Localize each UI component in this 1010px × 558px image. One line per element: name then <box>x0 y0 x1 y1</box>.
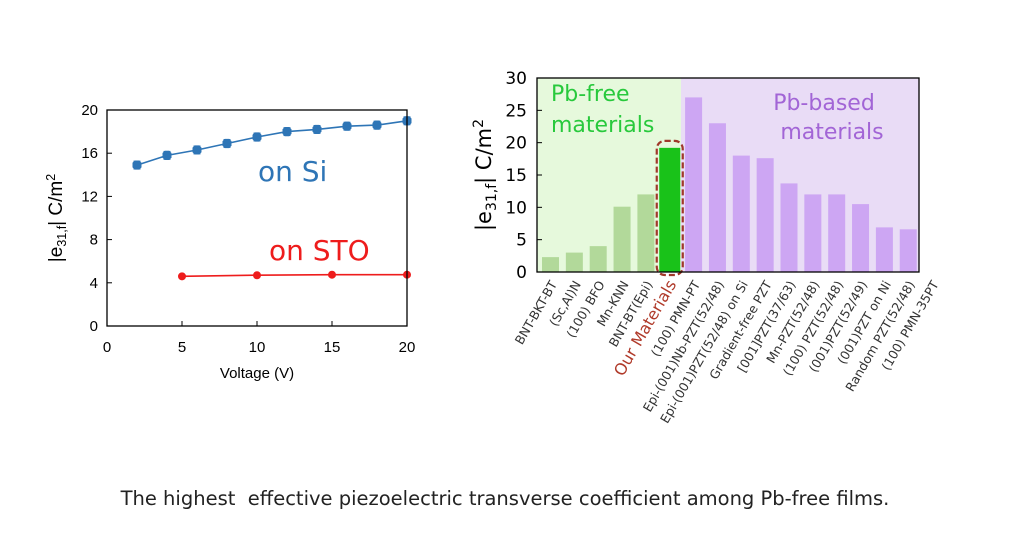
pb-based-region-label-line-1: Pb-based <box>773 91 875 116</box>
data-point-on-sto <box>328 270 336 279</box>
series-line-on-sto <box>181 273 407 278</box>
x-tick-label: 5 <box>178 339 186 356</box>
plot-frame <box>106 109 408 327</box>
figure-caption: The highest effective piezoelectric tran… <box>120 487 890 510</box>
line-chart: 0 5 10 15 20 0 4 8 12 16 20 Voltage (V) |e31,f| C/… <box>44 102 415 382</box>
bar <box>804 194 822 272</box>
y-tick-label: 12 <box>81 188 98 205</box>
x-tick-label: 15 <box>324 339 341 356</box>
y-tick-label: 0 <box>516 263 527 283</box>
bar-chart-axes: 0 5 10 15 20 25 30 <box>505 69 542 283</box>
y-tick-label: 25 <box>505 101 527 121</box>
data-point-on-si <box>282 127 292 137</box>
bar <box>589 246 607 272</box>
data-point-on-si <box>162 150 172 160</box>
line-chart-axes: 0 5 10 15 20 0 4 8 12 16 20 <box>81 102 415 356</box>
pb-free-region-label-line-1: Pb-free <box>551 82 630 107</box>
y-tick-label: 4 <box>90 275 98 292</box>
bar <box>780 183 798 272</box>
category-labels: BNT-BKT-BT(Sc,Al)N(100) BFOMn-KNNBNT-BT(… <box>512 277 942 426</box>
data-point-on-si <box>132 160 142 170</box>
bar <box>756 158 774 272</box>
data-point-on-sto <box>253 271 261 280</box>
y-tick-label: 5 <box>516 231 527 251</box>
series-line-on-si <box>136 120 408 166</box>
y-tick-label: 20 <box>81 102 98 119</box>
bar <box>875 227 893 272</box>
bar-highlight <box>659 147 681 272</box>
y-tick-label: 8 <box>90 232 98 249</box>
y-axis-label: |e31,f| C/m2 <box>44 174 69 262</box>
pb-free-region-label-line-2: materials <box>551 113 654 138</box>
bar <box>732 155 750 272</box>
bar <box>542 257 559 272</box>
bar <box>637 194 655 272</box>
bar <box>685 97 703 273</box>
data-point-on-sto <box>178 272 186 281</box>
series-label-on-si: on Si <box>258 155 327 188</box>
y-tick-label: 30 <box>505 69 527 89</box>
y-tick-label: 0 <box>90 318 98 335</box>
bar <box>565 252 583 272</box>
data-point-on-si <box>342 121 352 131</box>
bar <box>613 206 631 272</box>
data-point-on-si <box>252 132 262 142</box>
y-axis-label: |e31,f| C/m2 <box>471 119 500 231</box>
bar <box>828 194 846 272</box>
bar <box>708 123 726 273</box>
highlight-outline <box>655 139 684 277</box>
bar <box>899 229 917 272</box>
line-chart-marks <box>132 116 412 281</box>
bar-chart-bars <box>542 97 917 277</box>
y-tick-label: 15 <box>505 166 527 186</box>
figure: 0 5 10 15 20 0 4 8 12 16 20 Voltage (V) |e31,f| C/… <box>44 69 942 426</box>
series-label-on-sto: on STO <box>269 234 370 267</box>
bar <box>852 204 870 272</box>
bar-chart: Pb-free materials Pb-based materials 0 5 1… <box>471 69 942 426</box>
x-tick-label: 20 <box>399 339 416 356</box>
data-point-on-si <box>372 120 382 130</box>
data-point-on-si <box>312 124 322 135</box>
y-tick-label: 20 <box>505 134 527 154</box>
x-axis-label: Voltage (V) <box>220 365 294 382</box>
y-tick-label: 10 <box>505 198 527 218</box>
y-tick-label: 16 <box>81 145 98 162</box>
x-tick-label: 0 <box>103 339 111 356</box>
data-point-on-si <box>192 145 202 155</box>
pb-based-region-label-line-2: materials <box>780 120 883 145</box>
x-tick-label: 10 <box>249 339 266 356</box>
data-point-on-si <box>222 138 232 149</box>
